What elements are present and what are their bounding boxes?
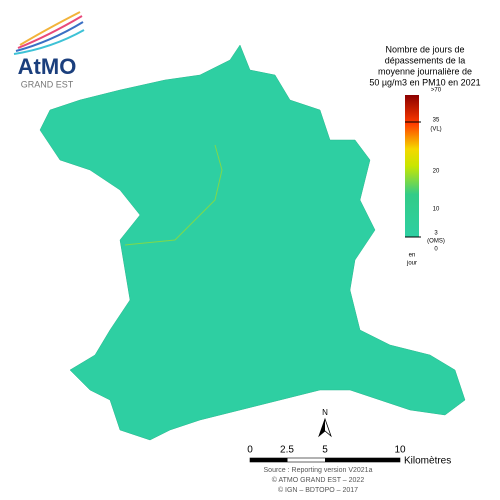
legend-tick: 35 — [433, 118, 440, 124]
legend-title: dépassements de la — [385, 55, 466, 65]
scale-label: 10 — [394, 445, 406, 456]
legend-tick: (VL) — [430, 127, 441, 133]
legend-unit: en — [409, 253, 416, 259]
legend-tick: (OMS) — [427, 239, 445, 245]
source: Source : Reporting version V2021a © ATMO… — [264, 467, 373, 494]
logo: AtMO GRAND EST — [13, 11, 85, 89]
legend: Nombre de jours de dépassements de la mo… — [369, 44, 480, 266]
scale-label: 0 — [247, 445, 253, 456]
scale-bar: 0 2.5 5 10 Kilomètres — [247, 445, 451, 467]
logo-region: GRAND EST — [21, 79, 74, 89]
scale-label: 2.5 — [280, 445, 294, 456]
scale-label: 5 — [322, 445, 328, 456]
legend-title: moyenne journalière de — [378, 66, 472, 76]
legend-title: 50 µg/m3 en PM10 en 2021 — [369, 77, 480, 87]
legend-title: Nombre de jours de — [385, 44, 464, 54]
territory — [39, 44, 466, 441]
logo-name: AtMO — [18, 54, 77, 79]
color-bar — [405, 95, 419, 237]
legend-unit: jour — [406, 261, 417, 267]
legend-tick: 20 — [433, 169, 440, 175]
legend-tick: 0 — [434, 247, 438, 253]
legend-tick: 3 — [434, 231, 438, 237]
north-arrow: N — [318, 408, 332, 438]
north-label: N — [322, 408, 328, 417]
source-line: © IGN – BDTOPO – 2017 — [278, 486, 358, 494]
legend-tick: 10 — [433, 207, 440, 213]
road — [124, 144, 223, 246]
source-line: © ATMO GRAND EST – 2022 — [272, 476, 365, 484]
source-line: Source : Reporting version V2021a — [264, 467, 373, 474]
legend-tick: >70 — [431, 88, 442, 94]
scale-unit: Kilomètres — [404, 456, 451, 467]
